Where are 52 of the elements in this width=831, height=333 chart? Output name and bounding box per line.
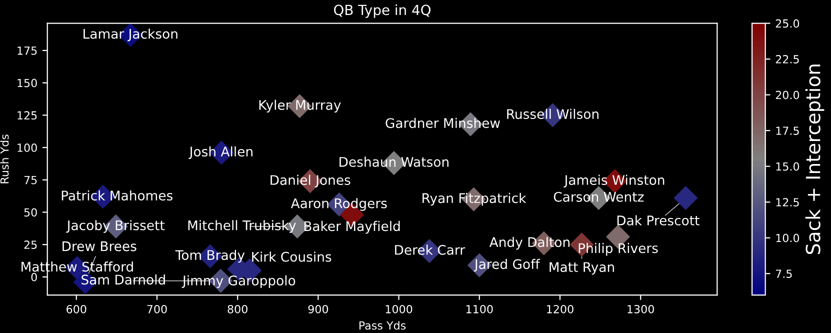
annotation: Jacoby Brissett: [66, 220, 165, 233]
annotation: Carson Wentz: [554, 192, 644, 202]
x-tick-label: 700: [147, 304, 167, 314]
annotation: Daniel Jones: [270, 174, 350, 188]
x-tick-label: 900: [308, 304, 328, 314]
y-tick-label: 75: [24, 176, 37, 184]
annotation: Gardner Minshew: [386, 118, 500, 128]
color-bar-label: 25.0: [776, 19, 800, 28]
annotation: Tom Brady: [175, 250, 245, 263]
annotation: Kirk Cousins: [252, 252, 332, 262]
color-bar-label: 12.5: [776, 198, 799, 206]
annotation: Russell Wilson: [507, 108, 598, 120]
y-tick-label: 0: [31, 272, 37, 282]
color-bar-label: 22.5: [776, 55, 799, 64]
annotation: Patrick Mahomes: [62, 190, 173, 201]
annotation: Philip Rivers: [578, 242, 658, 256]
annotation: Deshaun Watson: [340, 156, 448, 167]
color-bar-label: 7.5: [776, 270, 792, 278]
annotation: Josh Allen: [188, 146, 252, 159]
annotation: Derek Carr: [395, 244, 466, 255]
annotation: Matt Ryan: [550, 262, 614, 275]
color-bar-label: 10.0: [776, 234, 800, 242]
x-tick-label: 600: [66, 304, 86, 314]
x-tick-label: 1000: [386, 304, 412, 314]
y-tick-label: 150: [18, 78, 37, 88]
x-axis-title: Pass Yds: [359, 321, 406, 330]
color-bar-label: 15.0: [776, 162, 800, 171]
annotation: Kyler Murray: [259, 100, 341, 113]
annotation: Drew Brees: [62, 241, 136, 252]
y-tick-label: 125: [18, 111, 37, 120]
color-bar-title: Sack + Interception: [805, 64, 824, 254]
annotation: Ryan Fitzpatrick: [422, 192, 526, 206]
y-tick-label: 50: [24, 208, 37, 217]
annotation: Jameis Winston: [564, 174, 664, 188]
annotation: Aaron Rodgers: [290, 198, 387, 211]
point: [674, 186, 698, 210]
annotation: Andy Dalton: [489, 236, 570, 250]
x-tick-label: 1300: [628, 304, 654, 314]
y-tick-label: 25: [24, 240, 37, 249]
x-tick-label: 1100: [466, 304, 493, 314]
x-tick-label: 800: [228, 304, 248, 314]
color-bar-label: 17.5: [776, 126, 799, 135]
annotation: Jared Goff: [474, 258, 540, 272]
y-tick-label: 175: [18, 46, 37, 55]
annotation: Dak Prescott: [617, 215, 700, 226]
annotation: Baker Mayfield: [304, 220, 400, 234]
y-tick-label: 100: [18, 144, 37, 152]
color-bar-label: 20.0: [776, 90, 800, 100]
annotation: Lamar Jackson: [84, 28, 178, 42]
y-axis-title: Rush Yds: [0, 134, 9, 184]
x-tick-label: 1200: [547, 304, 574, 314]
chart-title: QB Type in 4Q: [334, 4, 430, 18]
